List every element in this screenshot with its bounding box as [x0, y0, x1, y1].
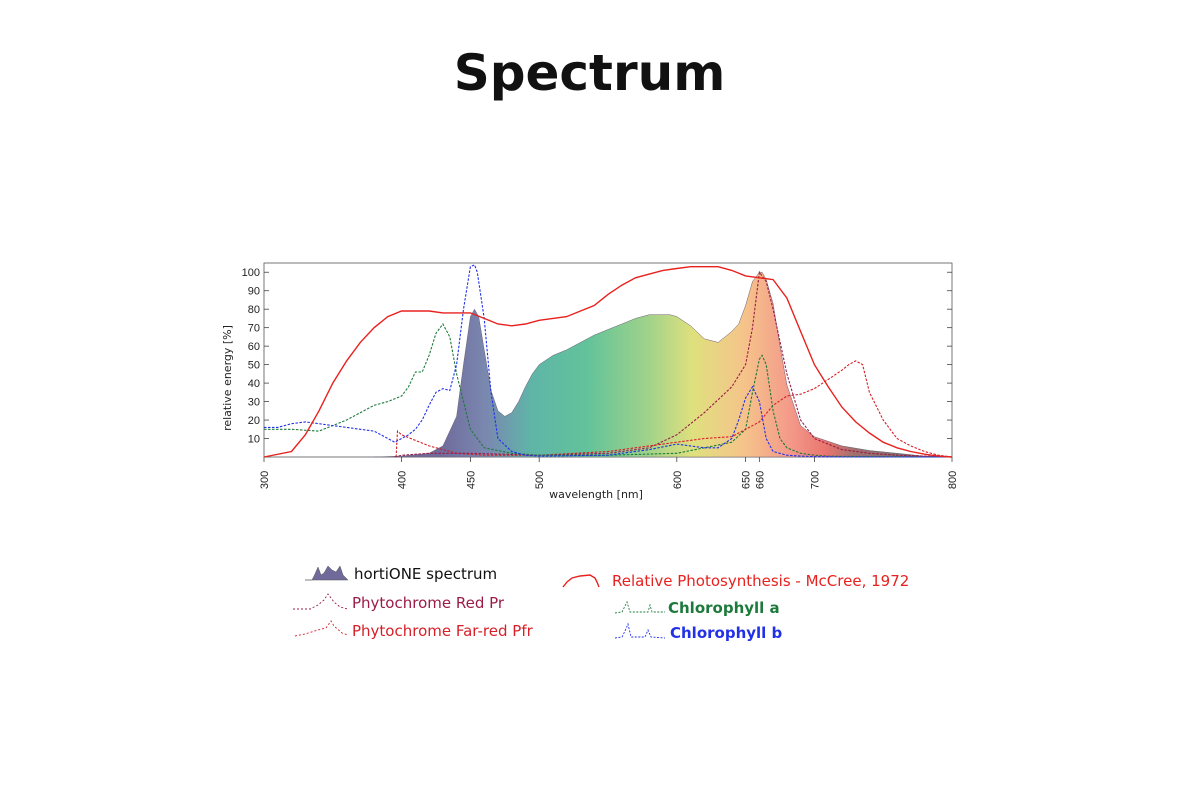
legend-label-phyfr: Phytochrome Far-red Pfr: [352, 622, 534, 640]
x-tick-label: 660: [754, 471, 766, 489]
series-mccree: [263, 266, 953, 458]
y-tick-label: 30: [248, 397, 260, 409]
y-axis-title: relative energy [%]: [221, 325, 234, 431]
series-horti: [374, 271, 953, 458]
x-tick-label: 700: [809, 471, 821, 489]
y-tick-label: 70: [248, 323, 260, 335]
x-axis-title: wavelength [nm]: [549, 488, 643, 501]
legend-item-mccree: Relative Photosynthesis - McCree, 1972: [562, 572, 909, 590]
legend-swatch-chla-icon: [614, 600, 665, 614]
x-tick-label: 650: [741, 471, 753, 489]
legend-swatch-mccree-icon: [562, 574, 600, 588]
x-tick-label: 800: [947, 471, 959, 489]
y-tick-label: 60: [248, 341, 260, 353]
series-phyr: [394, 270, 953, 458]
y-tick-label: 40: [248, 378, 260, 390]
x-tick-label: 600: [672, 471, 684, 489]
legend-item-horti: hortiONE spectrum: [305, 565, 497, 583]
legend-swatch-phyr-icon: [293, 593, 349, 610]
legend-item-phyfr: Phytochrome Far-red Pfr: [294, 620, 534, 640]
x-tick-label: 300: [259, 471, 271, 489]
legend-label-horti: hortiONE spectrum: [354, 565, 497, 583]
plot-area: 300 400 450 500 600 650 660 700 800 10 20 30 40 50 60…: [221, 262, 959, 501]
x-tick-label: 500: [534, 471, 546, 489]
series-phyfr: [395, 360, 953, 458]
x-tick-label: 400: [397, 471, 409, 489]
y-tick-label: 20: [248, 415, 260, 427]
y-tick-label: 90: [248, 286, 260, 298]
legend-swatch-chlb-icon: [614, 622, 666, 639]
legend-item-chla: Chlorophyll a: [614, 599, 780, 617]
page-title: Spectrum: [453, 44, 726, 102]
legend-label-phyr: Phytochrome Red Pr: [352, 594, 505, 612]
legend-label-chlb: Chlorophyll b: [670, 624, 783, 642]
legend-item-chlb: Chlorophyll b: [614, 622, 783, 642]
series-chlb: [264, 264, 952, 458]
y-tick-label: 80: [248, 304, 260, 316]
legend: hortiONE spectrum Phytochrome Red Pr Phy…: [293, 565, 909, 642]
y-tick-label: 10: [248, 434, 260, 446]
legend-item-phyr: Phytochrome Red Pr: [293, 593, 505, 612]
y-tick-label: 50: [248, 360, 260, 372]
legend-swatch-horti-icon: [305, 565, 349, 581]
legend-label-mccree: Relative Photosynthesis - McCree, 1972: [612, 572, 909, 590]
x-axis: 300 400 450 500 600 650 660 700 800: [259, 457, 959, 489]
y-axis: 10 20 30 40 50 60 70 80 90 100: [242, 267, 952, 446]
y-tick-label: 100: [242, 267, 260, 279]
x-tick-label: 450: [465, 471, 477, 489]
legend-label-chla: Chlorophyll a: [668, 599, 780, 617]
series-layer: [263, 264, 953, 458]
legend-swatch-phyfr-icon: [294, 620, 349, 637]
